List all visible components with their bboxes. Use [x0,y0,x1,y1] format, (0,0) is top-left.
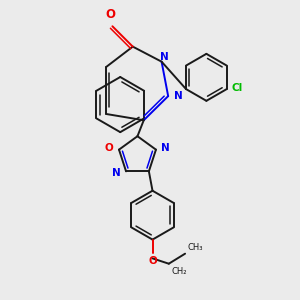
Text: O: O [105,143,113,153]
Text: N: N [161,143,170,153]
Text: N: N [174,91,183,101]
Text: N: N [112,168,120,178]
Text: N: N [160,52,169,62]
Text: O: O [148,256,157,266]
Text: O: O [106,8,116,21]
Text: Cl: Cl [232,83,243,93]
Text: CH₂: CH₂ [171,268,187,277]
Text: CH₃: CH₃ [188,243,203,252]
